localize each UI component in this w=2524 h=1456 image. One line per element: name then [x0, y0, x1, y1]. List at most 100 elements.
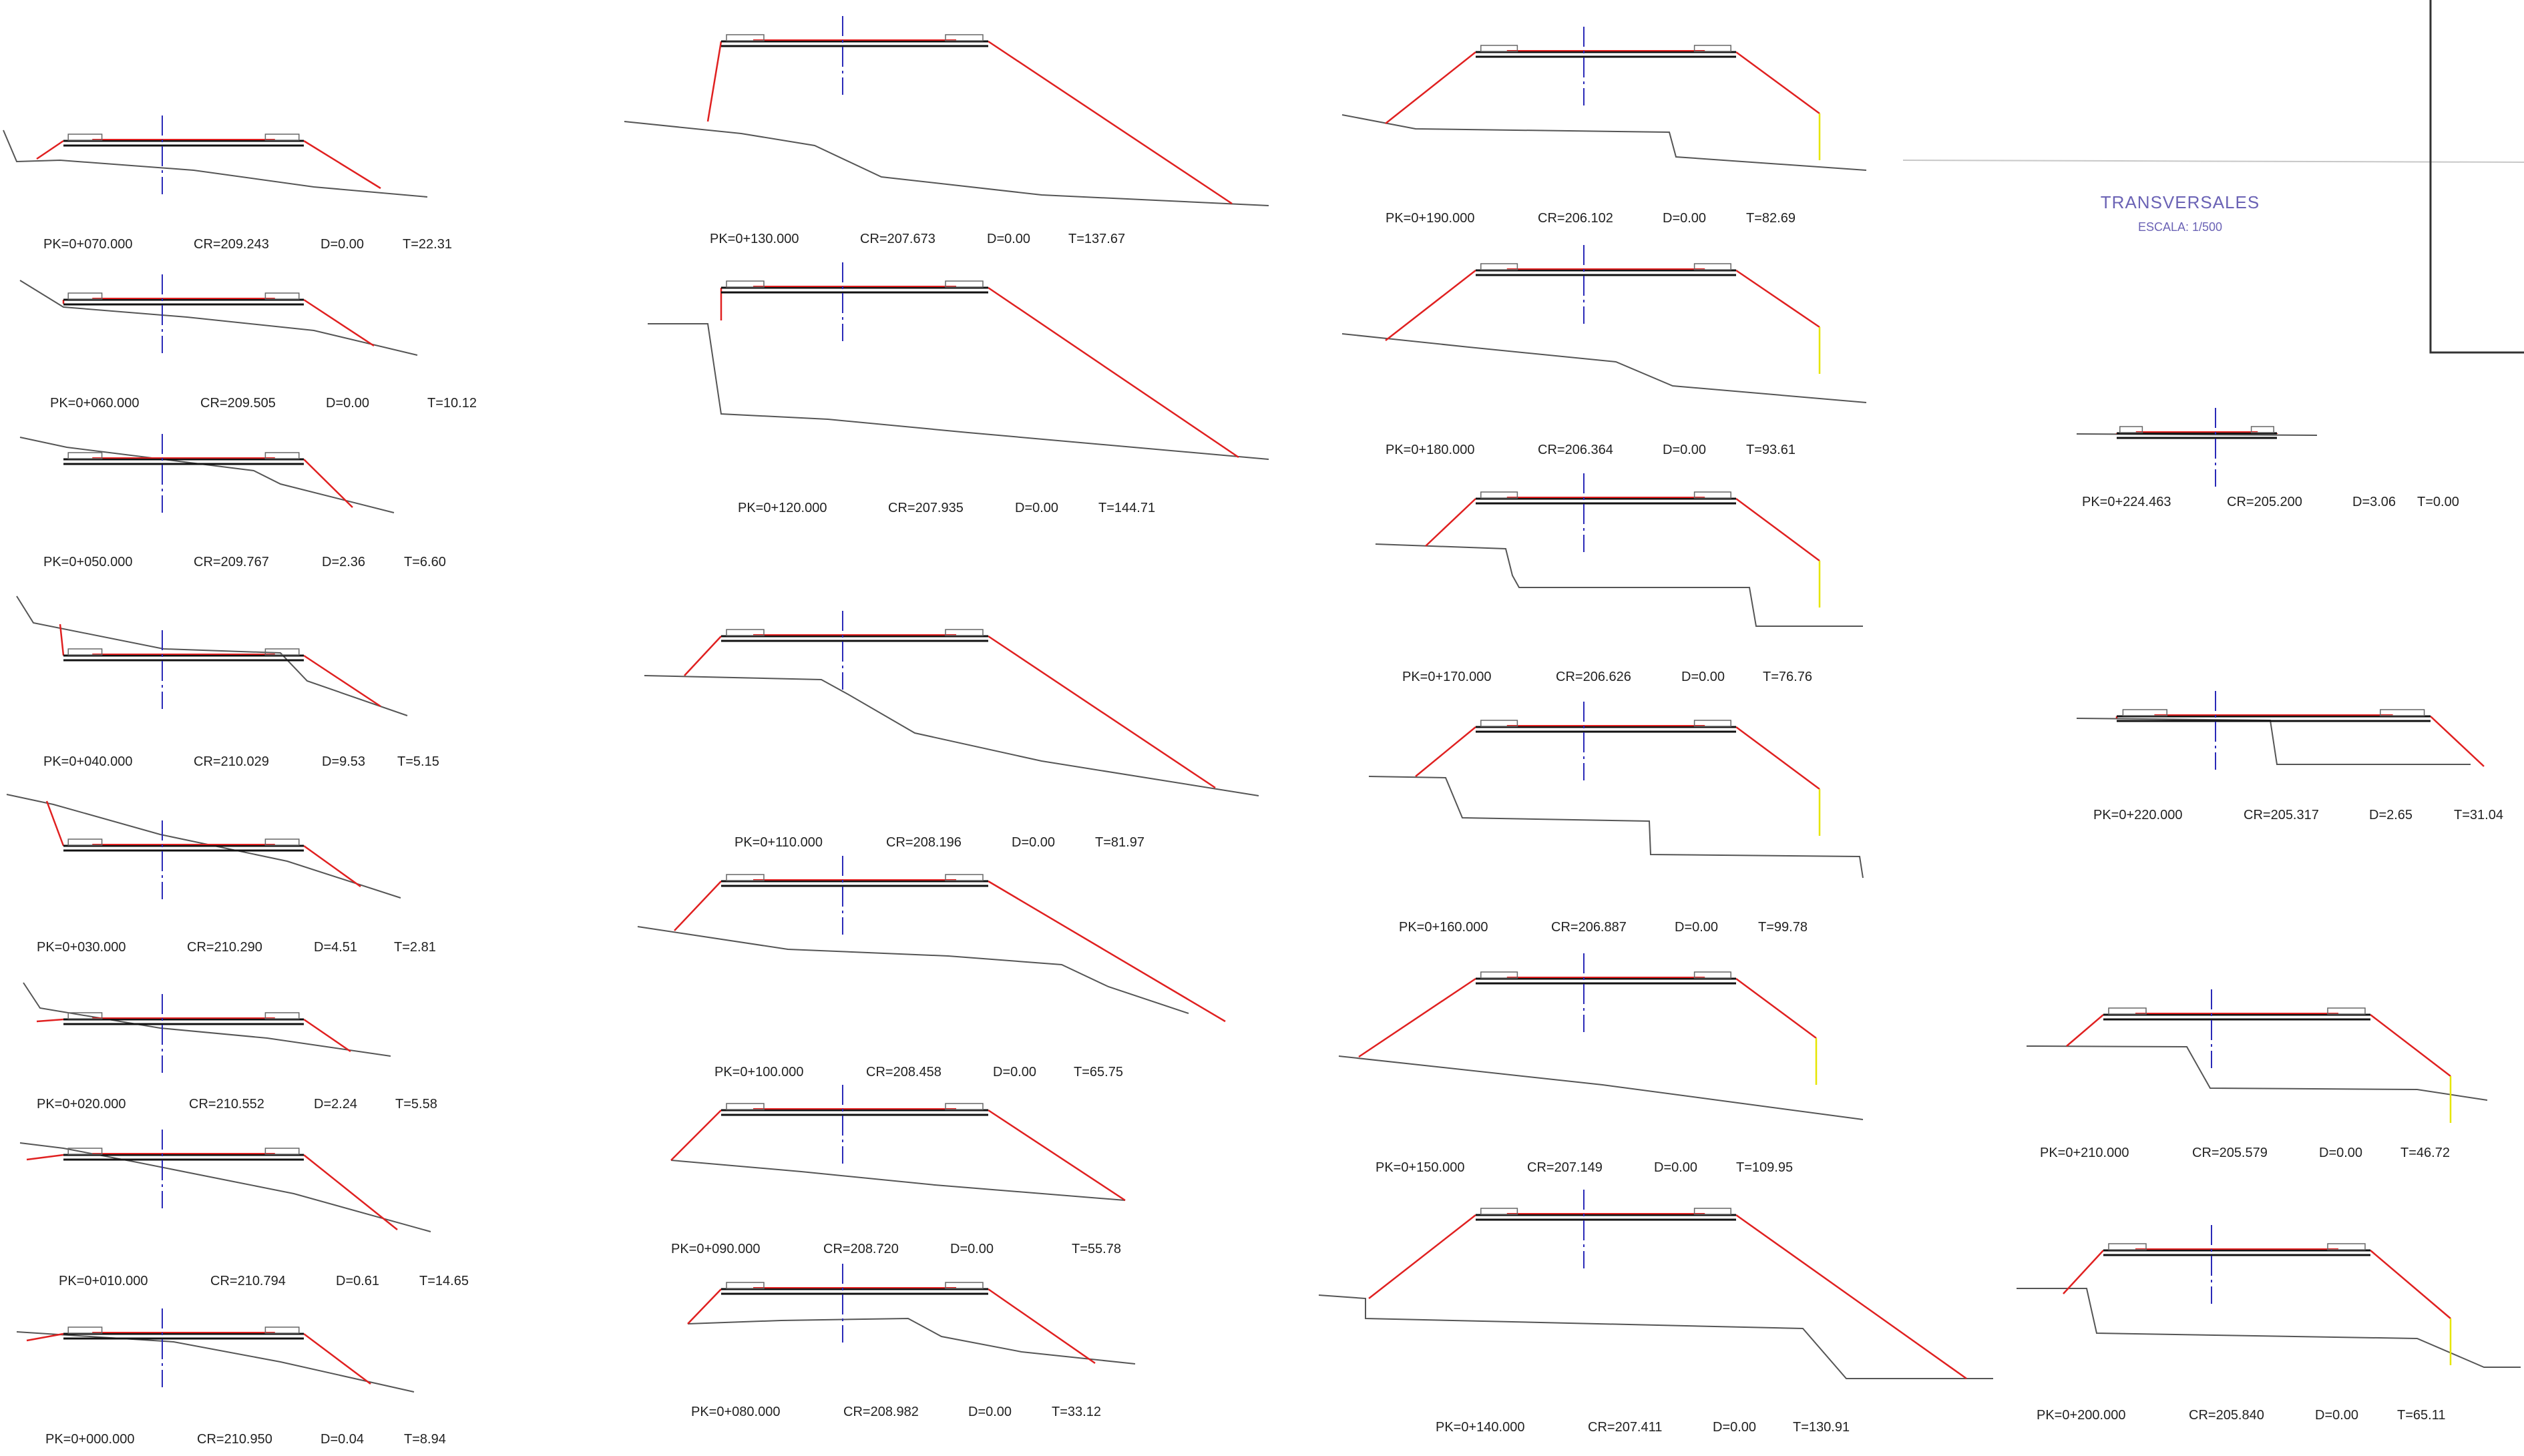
left-slope [26, 1332, 64, 1342]
left-kerb [1480, 971, 1518, 979]
section-label-d: D=0.00 [1015, 501, 1058, 515]
section-label-d: D=0.00 [1675, 920, 1718, 935]
section-label-d: D=0.00 [2315, 1408, 2358, 1423]
left-slope [2066, 1014, 2104, 1047]
section-label-d: D=0.00 [1663, 443, 1706, 457]
ground-line [2026, 1045, 2488, 1101]
left-kerb [2119, 426, 2143, 433]
cross-section: PK=0+040.000 CR=210.029 D=9.53 T=5.15 [16, 595, 439, 769]
section-label-pk: PK=0+070.000 [43, 237, 132, 252]
section-label-t: T=109.95 [1736, 1160, 1793, 1175]
section-label-t: T=82.69 [1746, 211, 1796, 226]
right-slope [988, 1109, 1126, 1202]
sheet-title: TRANSVERSALES [2101, 192, 2260, 212]
cross-section: PK=0+110.000 CR=208.196 D=0.00 T=81.97 [644, 611, 1259, 850]
left-kerb [2108, 1243, 2147, 1250]
section-label-cr: CR=210.794 [210, 1274, 286, 1288]
section-label-t: T=2.81 [394, 940, 436, 955]
section-label-pk: PK=0+010.000 [59, 1274, 148, 1288]
section-label-t: T=144.71 [1098, 501, 1155, 515]
section-label-pk: PK=0+030.000 [37, 940, 126, 955]
left-kerb [67, 452, 103, 459]
cross-section: PK=0+020.000 CR=210.552 D=2.24 T=5.58 [23, 982, 437, 1112]
section-label-t: T=99.78 [1758, 920, 1808, 935]
section-label-pk: PK=0+100.000 [714, 1065, 803, 1079]
left-slope [674, 881, 722, 931]
section-label-pk: PK=0+080.000 [691, 1405, 780, 1419]
left-kerb [726, 874, 765, 881]
ground-line [23, 982, 391, 1057]
left-slope [26, 1154, 64, 1161]
section-label-d: D=0.00 [1713, 1420, 1756, 1435]
left-kerb [726, 34, 765, 41]
right-kerb [1693, 1208, 1731, 1215]
cross-section: PK=0+170.000 CR=206.626 D=0.00 T=76.76 [1375, 473, 1863, 684]
section-label-d: D=0.00 [2319, 1146, 2362, 1160]
left-slope [684, 636, 722, 676]
ground-line [644, 675, 1259, 796]
section-label-t: T=0.00 [2417, 495, 2459, 509]
ground-line [1368, 776, 1864, 879]
right-slope [2370, 1250, 2451, 1319]
ground-line [1341, 333, 1867, 403]
right-slope [2370, 1014, 2451, 1077]
ground-line [19, 280, 418, 356]
cross-section: PK=0+160.000 CR=206.887 D=0.00 T=99.78 [1368, 702, 1864, 935]
section-label-t: T=22.31 [403, 237, 452, 252]
section-label-pk: PK=0+180.000 [1386, 443, 1474, 457]
left-kerb [726, 1103, 765, 1110]
left-kerb [1480, 1208, 1518, 1215]
section-label-cr: CR=210.029 [194, 754, 269, 769]
right-slope [303, 1333, 371, 1385]
cross-section: PK=0+180.000 CR=206.364 D=0.00 T=93.61 [1341, 245, 1867, 457]
left-slope [45, 800, 65, 846]
ground-line [687, 1317, 1136, 1365]
left-slope [1425, 498, 1476, 547]
ground-line [624, 121, 1269, 206]
section-label-pk: PK=0+220.000 [2093, 808, 2182, 822]
ground-line [16, 1331, 415, 1393]
section-label-cr: CR=207.149 [1527, 1160, 1603, 1175]
right-slope [303, 1018, 351, 1053]
right-kerb [264, 1148, 300, 1155]
cross-section: PK=0+090.000 CR=208.720 D=0.00 T=55.78 [670, 1085, 1126, 1256]
section-label-pk: PK=0+190.000 [1386, 211, 1474, 226]
left-kerb [2108, 1007, 2147, 1015]
left-kerb [67, 1148, 103, 1155]
right-kerb [1693, 263, 1731, 270]
section-label-pk: PK=0+150.000 [1376, 1160, 1464, 1175]
section-label-t: T=33.12 [1052, 1405, 1101, 1419]
section-label-pk: PK=0+090.000 [671, 1242, 760, 1256]
section-label-pk: PK=0+020.000 [37, 1097, 126, 1112]
right-kerb [264, 134, 300, 141]
left-kerb [726, 629, 765, 636]
section-label-d: D=9.53 [322, 754, 365, 769]
section-label-t: T=5.15 [397, 754, 439, 769]
left-kerb [1480, 491, 1518, 499]
section-label-pk: PK=0+050.000 [43, 555, 132, 569]
ground-line [2076, 718, 2471, 765]
cross-section: PK=0+070.000 CR=209.243 D=0.00 T=22.31 [3, 115, 452, 252]
left-slope [59, 624, 65, 656]
right-slope [1735, 51, 1820, 115]
section-label-d: D=0.00 [321, 237, 364, 252]
right-kerb [945, 280, 984, 288]
right-kerb [945, 629, 984, 636]
left-slope [687, 1288, 722, 1324]
right-slope [1735, 497, 1820, 562]
left-kerb [67, 1012, 103, 1019]
sheet-scale: ESCALA: 1/500 [2138, 220, 2222, 234]
left-kerb [726, 280, 765, 288]
cross-section: PK=0+224.463 CR=205.200 D=3.06 T=0.00 [2076, 408, 2459, 509]
right-kerb [945, 1103, 984, 1110]
section-label-cr: CR=208.458 [866, 1065, 941, 1079]
left-kerb [67, 292, 103, 300]
left-kerb [67, 648, 103, 656]
left-kerb [1480, 263, 1518, 270]
left-slope [1385, 51, 1476, 124]
right-slope [2430, 716, 2485, 767]
section-label-cr: CR=210.552 [189, 1097, 264, 1112]
ground-line [1375, 543, 1863, 627]
section-label-t: T=76.76 [1763, 670, 1812, 684]
